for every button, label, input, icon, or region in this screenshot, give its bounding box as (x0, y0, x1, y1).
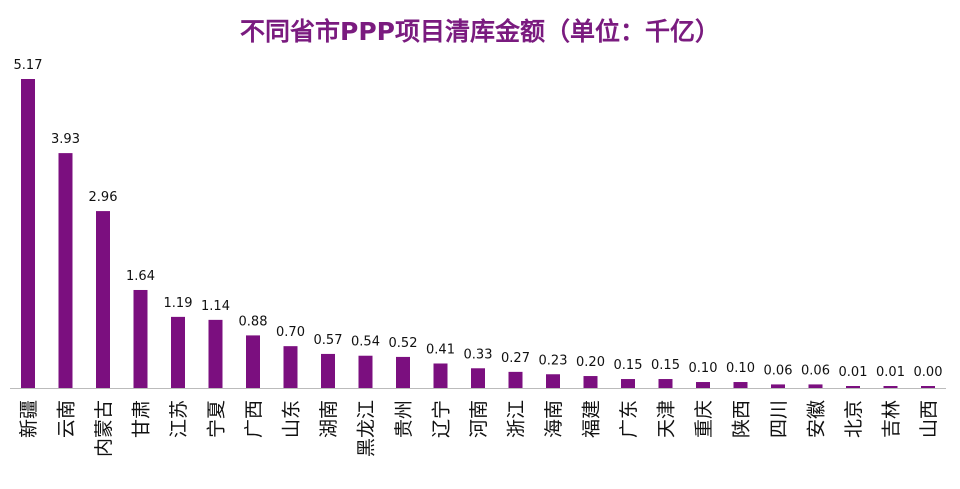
data-label: 1.19 (164, 296, 193, 311)
data-label: 0.41 (426, 342, 455, 357)
bar (471, 368, 485, 388)
chart-title: 不同省市PPP项目清库金额（单位：千亿） (240, 17, 720, 46)
data-label: 0.15 (651, 358, 680, 373)
data-label: 2.96 (89, 190, 118, 205)
x-tick-label: 山东 (281, 400, 303, 438)
bar (283, 346, 298, 388)
bar (171, 316, 185, 388)
x-tick-label: 重庆 (693, 400, 715, 438)
data-label: 3.93 (51, 132, 80, 147)
bar (396, 356, 410, 388)
bar (321, 353, 335, 388)
x-tick-label: 江苏 (168, 400, 190, 438)
x-tick-label: 天津 (656, 400, 678, 438)
x-tick-label: 湖南 (318, 400, 340, 438)
data-label: 1.64 (126, 269, 155, 284)
x-tick-label: 甘肃 (131, 400, 153, 438)
data-label: 0.10 (689, 361, 718, 376)
x-tick-label: 广西 (243, 400, 265, 438)
bar (771, 384, 785, 388)
data-label: 0.54 (351, 335, 380, 350)
data-label: 0.00 (914, 365, 943, 380)
bar (208, 319, 223, 388)
x-tick-label: 北京 (843, 400, 865, 438)
bar (433, 363, 448, 388)
x-tick-label: 贵州 (393, 400, 415, 438)
data-label: 0.23 (539, 353, 568, 368)
bar (21, 79, 35, 388)
bar (733, 382, 748, 388)
x-tick-label: 四川 (768, 400, 790, 438)
x-tick-label: 山西 (918, 400, 940, 438)
data-label: 0.52 (389, 336, 418, 351)
x-tick-label: 陕西 (731, 400, 753, 438)
bar (808, 384, 823, 388)
bar (883, 386, 898, 388)
bar (583, 376, 598, 388)
data-label: 0.06 (801, 363, 830, 378)
bar (133, 289, 148, 388)
data-label: 0.01 (839, 365, 868, 380)
bar (846, 386, 860, 388)
bar (58, 153, 73, 388)
bar (546, 374, 560, 388)
x-tick-label: 宁夏 (206, 400, 228, 438)
x-tick-label: 辽宁 (431, 400, 453, 438)
x-tick-label: 内蒙古 (93, 400, 115, 457)
bar (621, 379, 635, 388)
x-tick-label: 福建 (581, 400, 603, 438)
x-tick-label: 吉林 (881, 400, 903, 438)
data-label: 0.06 (764, 363, 793, 378)
x-tick-label: 新疆 (18, 400, 40, 438)
data-label: 0.10 (726, 361, 755, 376)
data-label: 0.57 (314, 333, 343, 348)
data-label: 5.17 (14, 58, 43, 73)
bar (508, 371, 523, 388)
x-tick-label: 黑龙江 (356, 400, 378, 457)
x-tick-label: 浙江 (506, 400, 528, 438)
bar (246, 335, 260, 388)
x-tick-label: 海南 (543, 400, 565, 438)
bar (921, 386, 935, 388)
bar (96, 211, 110, 388)
x-tick-label: 广东 (618, 400, 640, 438)
data-label: 0.01 (876, 365, 905, 380)
data-label: 0.15 (614, 358, 643, 373)
x-tick-label: 安徽 (806, 400, 828, 438)
data-label: 1.14 (201, 299, 230, 314)
data-label: 0.20 (576, 355, 605, 370)
data-label: 0.27 (501, 351, 530, 366)
bar (696, 382, 710, 388)
x-tick-label: 云南 (56, 400, 78, 438)
data-label: 0.70 (276, 325, 305, 340)
x-tick-label: 河南 (468, 400, 490, 438)
bar (358, 355, 373, 388)
bar (658, 379, 673, 388)
data-label: 0.88 (239, 314, 268, 329)
data-label: 0.33 (464, 347, 493, 362)
